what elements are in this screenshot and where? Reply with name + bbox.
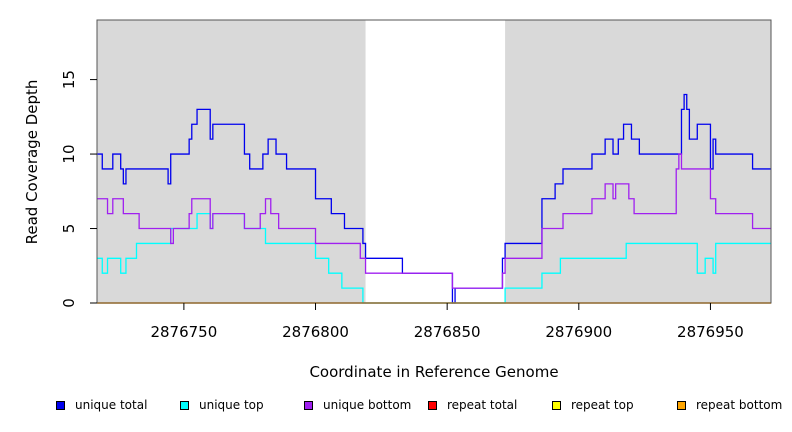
y-axis: 0 5 10 15 [60,70,97,308]
series-unique-total [97,93,771,304]
legend-item-unique-total: unique total [56,398,147,412]
x-tick-label: 2876900 [545,323,612,341]
legend-item-unique-top: unique top [180,398,264,412]
shaded-region-2 [505,20,771,303]
shaded-region-1 [97,20,366,303]
legend-label: repeat total [447,398,518,412]
series-unique-top [97,212,771,304]
legend-item-repeat-total: repeat total [428,398,517,412]
y-axis-title: Read Coverage Depth [23,80,41,245]
legend-label: repeat top [571,398,634,412]
x-tick-label: 2876950 [677,323,744,341]
y-tick-label: 5 [60,224,78,234]
x-axis-title: Coordinate in Reference Genome [309,363,558,381]
legend-swatch [304,400,313,410]
legend-label: unique top [199,398,264,412]
y-tick-label: 15 [60,70,78,89]
legend-label: unique total [75,398,148,412]
legend-label: repeat bottom [696,398,783,412]
legend-swatch [677,400,686,410]
legend-item-repeat-bottom: repeat bottom [677,398,782,412]
x-axis: 2876750 2876800 2876850 2876900 2876950 [150,303,744,341]
legend-swatch [56,400,65,410]
legend-swatch [552,400,561,410]
x-tick-label: 2876850 [414,323,481,341]
legend: unique total unique top unique bottom repea… [0,398,792,420]
y-tick-label: 0 [60,298,78,308]
legend-swatch [180,400,189,410]
legend-label: unique bottom [323,398,412,412]
shaded-regions [97,20,771,303]
series-unique-bottom [97,153,771,289]
legend-item-repeat-top: repeat top [552,398,634,412]
x-tick-label: 2876750 [150,323,217,341]
y-tick-label: 10 [60,145,78,164]
legend-item-unique-bottom: unique bottom [304,398,411,412]
x-tick-label: 2876800 [282,323,349,341]
legend-swatch [428,400,437,410]
plot-frame [96,19,772,304]
